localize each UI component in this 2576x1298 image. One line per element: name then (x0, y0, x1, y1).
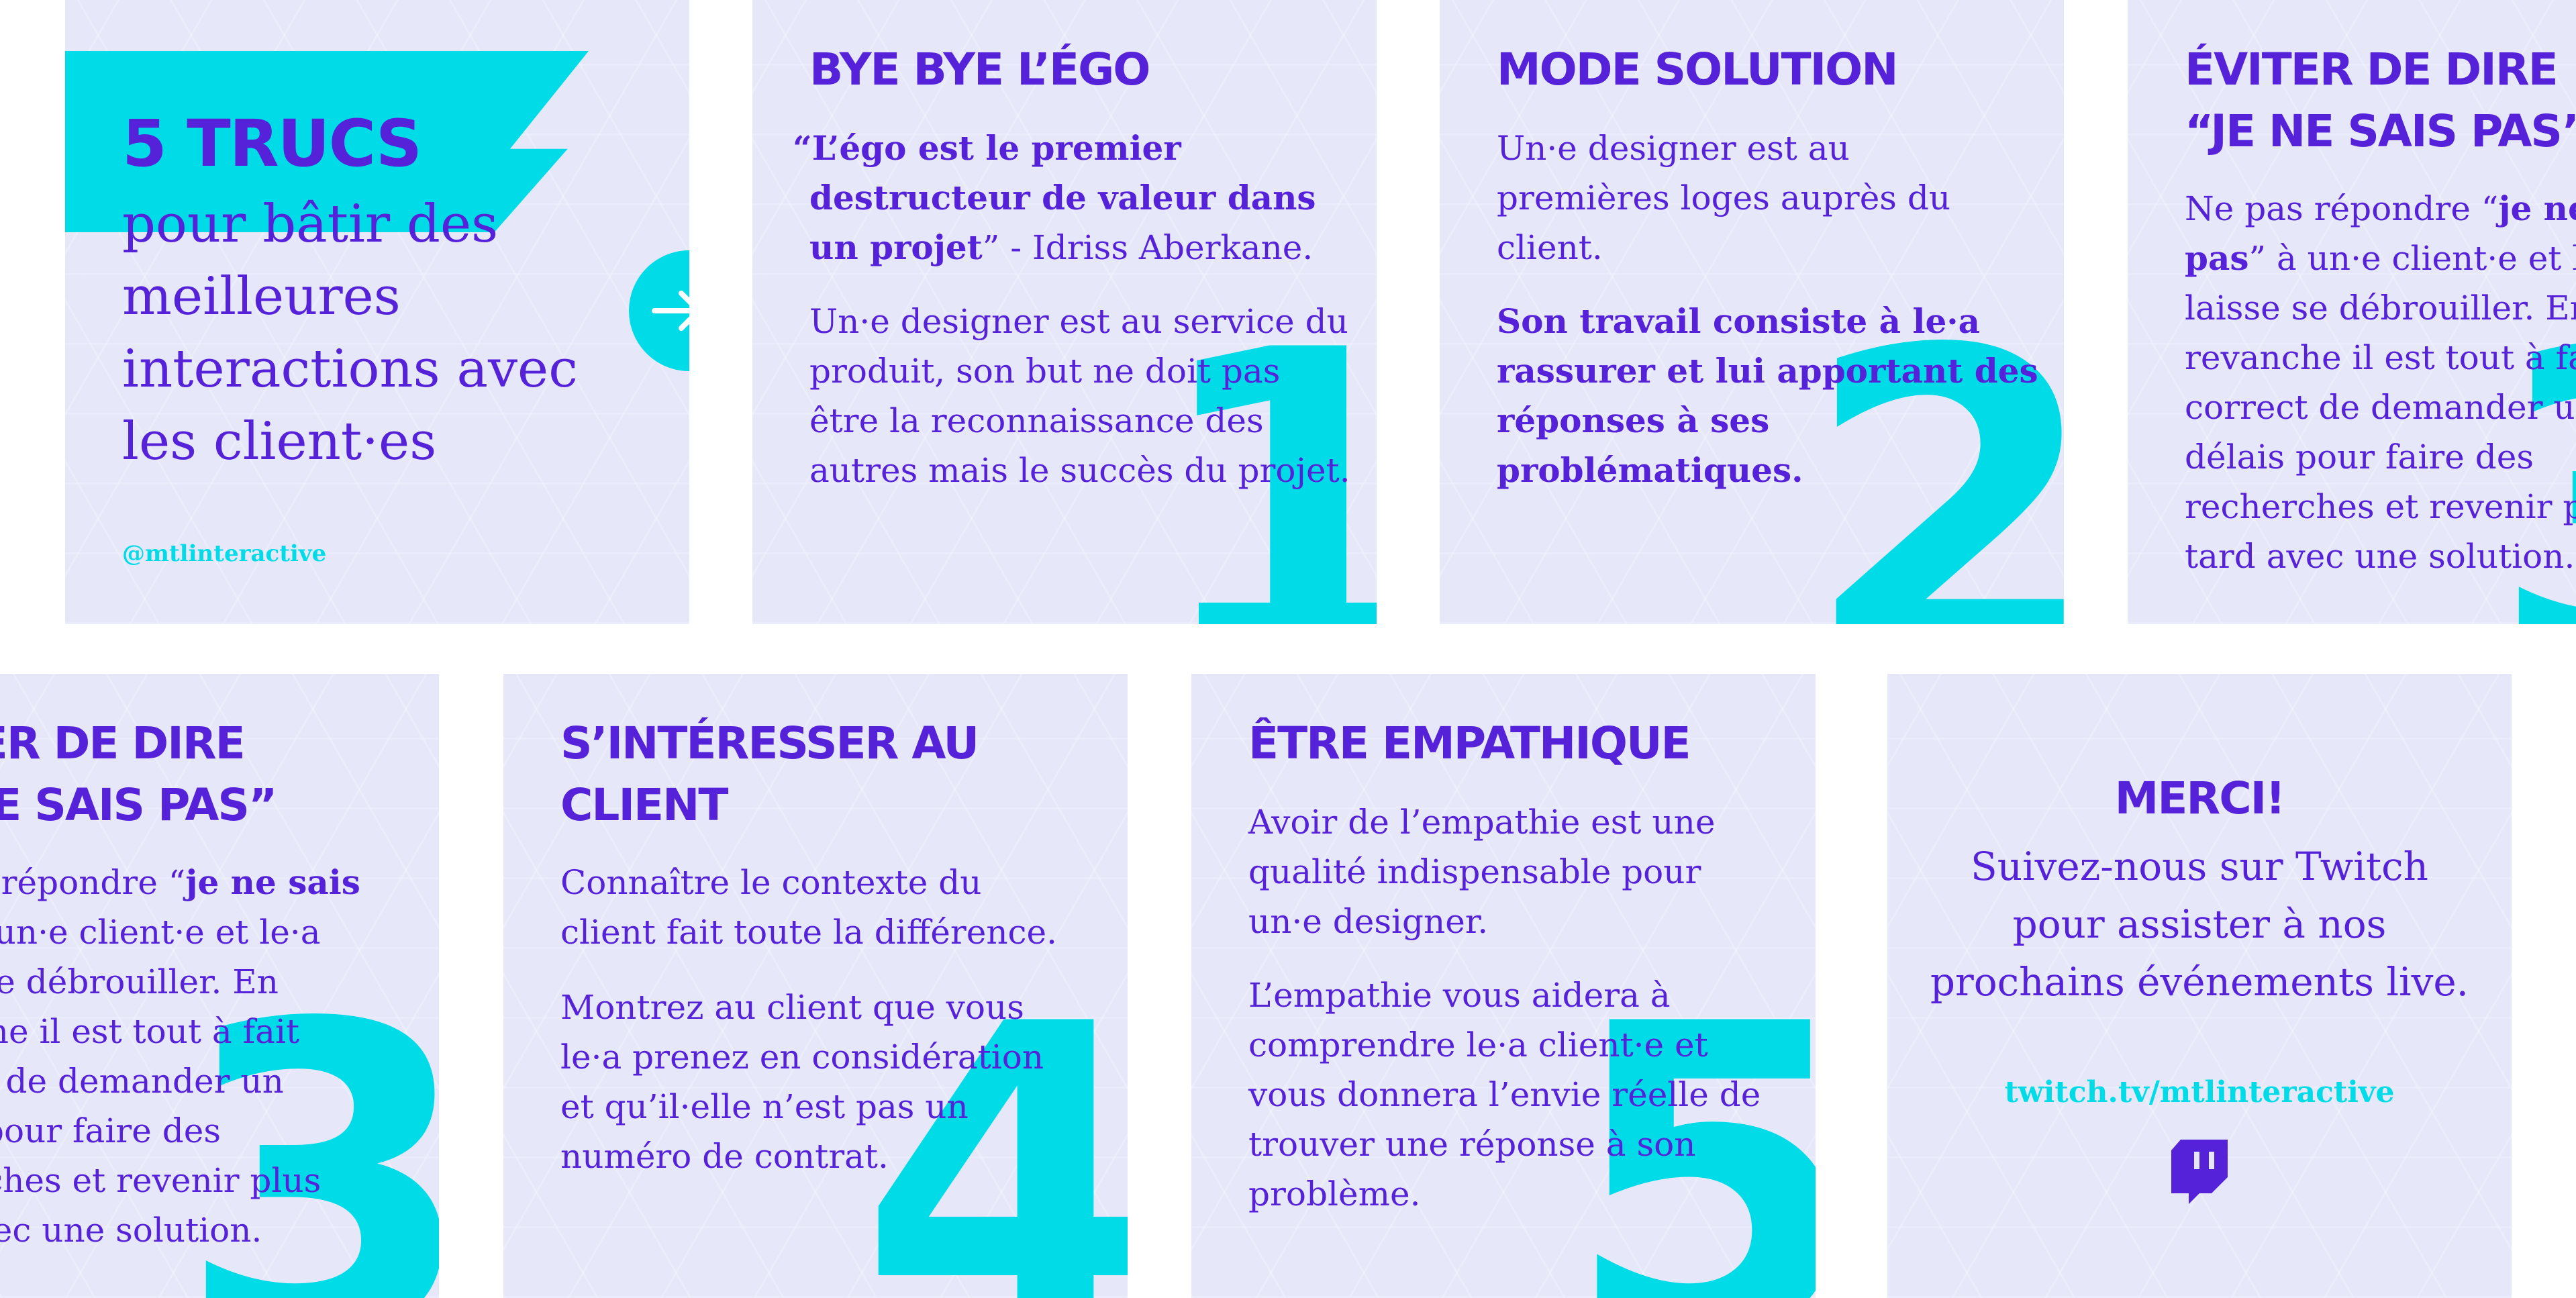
big-number-2: 2 (1802, 260, 2064, 625)
thanks-slide: MERCI! Suivez-nous sur Twitch pour assis… (1887, 674, 2512, 1298)
cover-headline: 5 TRUCS (122, 106, 422, 181)
tip-1-title: BYE BYE L’ÉGO (809, 44, 1150, 95)
tip-2-paragraph-2: Son travail consiste à le·a rassurer et … (1497, 301, 2038, 490)
tip-3-body: Ne pas répondre “je ne sais pas” à un·e … (2185, 189, 2576, 576)
thanks-message: Suivez-nous sur Twitch pour assister à n… (1930, 844, 2469, 1005)
tip-slide-5: 5 ÊTRE EMPATHIQUE Avoir de l’empathie es… (1191, 674, 1816, 1298)
tip-2-paragraph-1: Un·e designer est au premières loges aup… (1497, 129, 1951, 267)
tip-1-body: Un·e designer est au service du produit,… (809, 302, 1350, 490)
big-number-5: 5 (1564, 934, 1816, 1298)
tip-slide-4: 4 S’INTÉRESSER AU CLIENT Connaître le co… (503, 674, 1128, 1298)
thanks-title: MERCI! (2114, 772, 2286, 824)
next-slide-button[interactable] (629, 250, 689, 371)
arrow-right-icon (652, 291, 689, 331)
tip-slide-3: 3 ÉVITER DE DIRE “JE NE SAIS PAS” Ne pas… (2128, 0, 2576, 624)
big-number-3: 3 (2490, 295, 2576, 625)
big-number-3: 3 (177, 934, 439, 1298)
tip-5-title: ÊTRE EMPATHIQUE (1248, 717, 1691, 769)
cover-slide: 5 TRUCS pour bâtir des meilleures intera… (65, 0, 689, 624)
tip-slide-2: 2 MODE SOLUTION Un·e designer est au pre… (1440, 0, 2064, 624)
tip-2-title: MODE SOLUTION (1497, 44, 1898, 95)
big-number-1: 1 (1148, 260, 1377, 625)
headline-banner (65, 51, 589, 232)
tip-slide-1: 1 BYE BYE L’ÉGO “L’égo est le premier de… (752, 0, 1377, 624)
tip-4-paragraph-2: Montrez au client que vous le·a prenez e… (560, 988, 1044, 1176)
cover-subtitle: pour bâtir des meilleures interactions a… (122, 194, 578, 472)
tip-5-paragraph-1: Avoir de l’empathie est une qualité indi… (1248, 803, 1716, 941)
cover-handle: @mtlinteractive (122, 540, 327, 567)
tip-3-title: ÉVITER DE DIRE “JE NE SAIS PAS” (2185, 44, 2576, 157)
tip-4-paragraph-1: Connaître le contexte du client fait tou… (560, 863, 1058, 952)
tip-3-body: Ne pas répondre “je ne sais pas” à un·e … (0, 862, 360, 1250)
tip-3-title: ÉVITER DE DIRE “JE NE SAIS PAS” (0, 717, 277, 831)
tip-1-quote: “L’égo est le premier destructeur de val… (793, 128, 1316, 267)
tip-4-title: S’INTÉRESSER AU CLIENT (560, 717, 979, 831)
twitch-icon[interactable] (2171, 1140, 2228, 1204)
big-number-4: 4 (859, 934, 1128, 1298)
twitch-link[interactable]: twitch.tv/mtlinteractive (2004, 1075, 2395, 1109)
tip-5-paragraph-2: L’empathie vous aidera à comprendre le·a… (1248, 976, 1761, 1213)
tip-slide-3-continued: 3 ÉVITER DE DIRE “JE NE SAIS PAS” Ne pas… (0, 674, 439, 1298)
